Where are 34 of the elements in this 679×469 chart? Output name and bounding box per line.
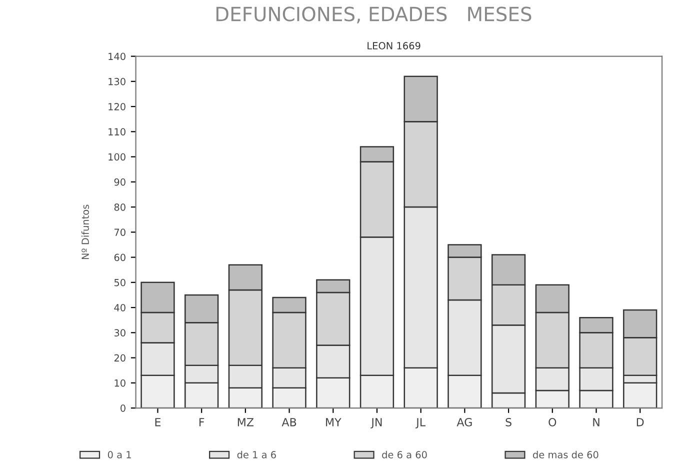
y-tick-label: 80	[114, 204, 126, 211]
x-tick-label: AB	[282, 418, 296, 426]
x-tick-label: N	[593, 418, 600, 426]
y-tick-label: 70	[114, 228, 126, 236]
legend-label: 0 a 1	[108, 451, 131, 458]
y-tick-label: 10	[114, 379, 126, 387]
y-tick-label: 120	[108, 103, 126, 110]
y-tick-label: 20	[114, 354, 126, 362]
y-tick-label: 30	[114, 329, 126, 336]
x-tick-label: S	[506, 418, 512, 426]
y-axis-title: Nº Difuntos	[81, 204, 89, 260]
x-tick-label: MZ	[238, 418, 254, 426]
y-tick-label: 100	[108, 153, 126, 161]
x-tick-label: JN	[370, 418, 382, 428]
x-tick-label: O	[548, 418, 556, 426]
x-tick-label: E	[155, 418, 161, 426]
y-tick-label: 50	[114, 278, 126, 286]
x-tick-label: F	[199, 418, 204, 426]
legend-label: de 6 a 60	[382, 450, 427, 458]
y-tick-label: 60	[114, 254, 126, 262]
x-tick-label: MY	[326, 418, 342, 426]
y-tick-label: 0	[120, 404, 126, 412]
y-tick-label: 140	[108, 52, 126, 60]
y-tick-label: 90	[114, 178, 126, 186]
x-tick-label: D	[636, 418, 644, 426]
y-tick-label: 110	[108, 128, 126, 136]
y-tick-label: 130	[108, 78, 126, 86]
y-tick-label: 40	[114, 304, 126, 312]
chart-subtitle: LEON 1669	[368, 42, 420, 50]
legend-label: de mas de 60	[533, 450, 598, 458]
chart-title: DEFUNCIONES, EDADES MESES	[216, 6, 532, 24]
legend-label: de 1 a 6	[237, 450, 276, 458]
x-tick-label: JL	[416, 418, 426, 428]
x-tick-label: AG	[456, 418, 472, 426]
